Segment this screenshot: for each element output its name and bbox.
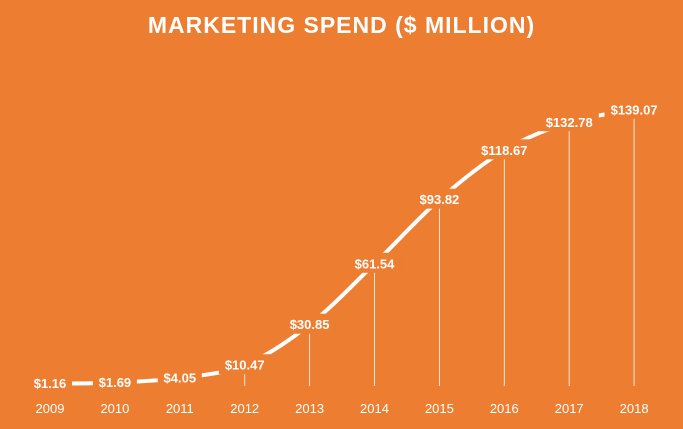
x-tick-label: 2015 — [425, 401, 454, 416]
series-line — [48, 107, 637, 386]
data-label-bg — [474, 139, 534, 160]
data-label-2011: $4.05 — [157, 366, 202, 387]
x-tick-label: 2010 — [100, 401, 129, 416]
data-label-2016: $118.67 — [474, 139, 534, 160]
data-label-bg — [539, 111, 599, 132]
data-label-text: $118.67 — [481, 143, 527, 158]
data-label-text: $1.16 — [34, 376, 67, 391]
data-label-2018: $139.07 — [604, 98, 664, 119]
data-label-text: $139.07 — [611, 102, 658, 117]
data-label-2010: $1.69 — [92, 371, 137, 392]
x-tick-label: 2017 — [555, 401, 584, 416]
data-label-text: $1.69 — [99, 375, 132, 390]
x-tick-label: 2014 — [360, 401, 389, 416]
data-label-text: $30.85 — [290, 317, 330, 332]
x-tick-label: 2016 — [490, 401, 519, 416]
data-label-2009: $1.16 — [28, 372, 72, 393]
data-label-2015: $93.82 — [413, 188, 466, 209]
data-label-2017: $132.78 — [539, 111, 599, 132]
data-label-text: $93.82 — [420, 192, 460, 207]
data-label-bg — [92, 371, 137, 392]
data-label-bg — [28, 372, 72, 393]
data-label-text: $132.78 — [546, 115, 593, 130]
data-label-2014: $61.54 — [348, 252, 401, 273]
x-tick-label: 2013 — [295, 401, 324, 416]
data-label-2012: $10.47 — [218, 354, 271, 375]
data-label-text: $10.47 — [225, 358, 265, 373]
x-tick-label: 2012 — [230, 401, 259, 416]
data-label-bg — [604, 98, 664, 119]
data-label-bg — [283, 313, 336, 334]
x-tick-label: 2018 — [620, 401, 649, 416]
data-label-bg — [218, 354, 271, 375]
x-tick-label: 2009 — [36, 401, 65, 416]
x-tick-label: 2011 — [166, 401, 194, 416]
data-label-text: $4.05 — [164, 370, 197, 385]
data-label-bg — [413, 188, 466, 209]
data-label-bg — [348, 252, 401, 273]
chart-title: MARKETING SPEND ($ MILLION) — [147, 12, 536, 38]
data-label-bg — [157, 366, 202, 387]
data-label-2013: $30.85 — [283, 313, 336, 334]
data-label-text: $61.54 — [355, 256, 396, 271]
